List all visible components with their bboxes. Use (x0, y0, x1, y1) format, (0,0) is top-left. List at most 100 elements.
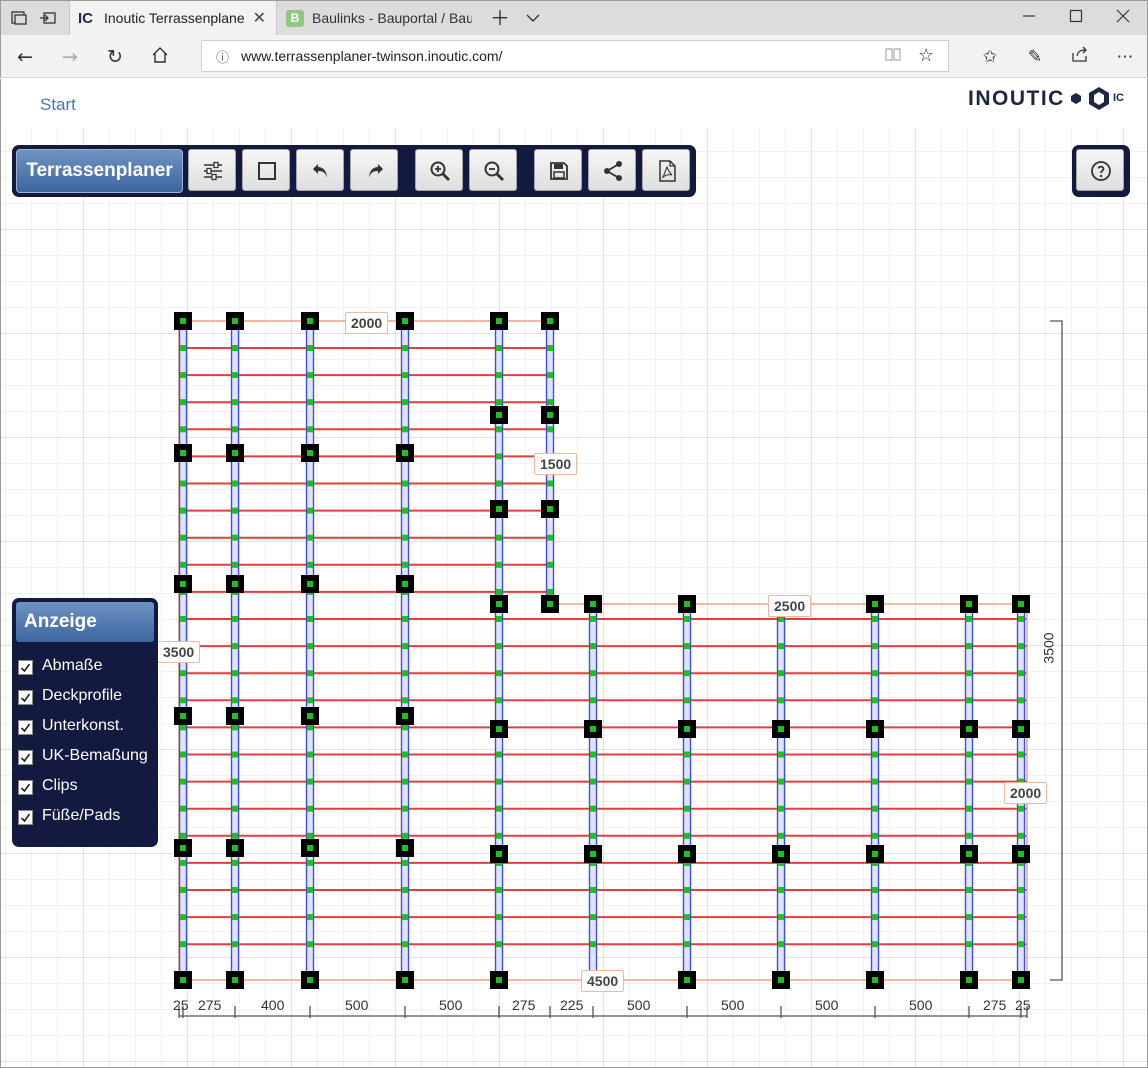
settings-sliders-icon (204, 161, 222, 181)
pdf-export-button[interactable] (642, 149, 690, 191)
spacing-label: 25 (173, 997, 189, 1013)
address-field[interactable]: ⓘ www.terrassenplaner-twinson.inoutic.co… (201, 40, 949, 72)
address-toolbar: ← → ↻ ⓘ www.terrassenplaner-twinson.inou… (0, 35, 1148, 78)
checkmark-icon (20, 753, 31, 763)
checkbox-deckprofile[interactable] (18, 690, 33, 705)
checkmark-icon (20, 693, 31, 703)
url-text[interactable]: www.terrassenplaner-twinson.inoutic.com/ (241, 48, 503, 64)
option-label: Clips (42, 777, 78, 794)
spacing-label: 500 (721, 997, 745, 1013)
plus-icon[interactable]: ＋ (490, 6, 510, 30)
option-clips[interactable]: Clips (16, 776, 158, 798)
tab-inoutic-terrassenplaner[interactable]: IC Inoutic Terrassenplaner ✕ (69, 1, 277, 36)
option-label: UK-Bemaßung (42, 747, 148, 764)
dim-label-right-height[interactable]: 2000 (1004, 782, 1048, 804)
browser-tab-bar: IC Inoutic Terrassenplaner ✕ B Baulinks … (0, 0, 1148, 36)
option-uk-bemassung[interactable]: UK-Bemaßung (16, 746, 158, 768)
start-link[interactable]: Start (40, 95, 76, 114)
reading-view-icon[interactable] (885, 46, 901, 66)
chevron-down-icon[interactable] (524, 9, 542, 27)
spacing-label: 275 (983, 997, 1007, 1013)
anzeige-title: Anzeige (16, 602, 154, 642)
checkmark-icon (20, 813, 31, 823)
star-icon[interactable]: ☆ (918, 45, 935, 66)
dim-label-lower-width[interactable]: 2500 (768, 595, 812, 617)
undo-icon (313, 164, 327, 178)
back-arrow-icon[interactable]: ← (17, 46, 33, 68)
option-abmasse[interactable]: Abmaße (16, 656, 158, 678)
checkmark-icon (20, 663, 31, 673)
spacing-label: 25 (1015, 997, 1031, 1013)
pdf-icon (659, 160, 676, 182)
share-button[interactable] (588, 149, 636, 191)
spacing-label: 500 (815, 997, 839, 1013)
option-label: Füße/Pads (42, 807, 121, 824)
baulinks-favicon-icon: B (286, 10, 304, 27)
rectangle-icon (258, 162, 276, 180)
share-icon (604, 161, 622, 181)
dim-label-total-height: 3500 (1040, 632, 1057, 664)
dim-label-bottom-width[interactable]: 4500 (581, 970, 625, 992)
spacing-label: 275 (512, 997, 536, 1013)
planner-canvas[interactable] (1, 128, 1147, 1067)
dim-label-left-height[interactable]: 3500 (157, 641, 201, 663)
tab-baulinks[interactable]: B Baulinks - Bauportal / Baum (278, 1, 482, 36)
tab-preview-icon[interactable] (10, 9, 28, 27)
close-icon[interactable] (1112, 7, 1134, 29)
option-fuesse-pads[interactable]: Füße/Pads (16, 806, 158, 828)
pen-icon[interactable]: ✎ (1027, 47, 1043, 67)
option-unterkonst[interactable]: Unterkonst. (16, 716, 158, 738)
checkbox-unterkonst[interactable] (18, 720, 33, 735)
inoutic-logo: INOUTIC (968, 87, 1065, 110)
redo-button[interactable] (350, 149, 398, 191)
anzeige-panel: Anzeige Abmaße Deckprofile Unterkonst. U… (12, 598, 158, 847)
info-icon[interactable]: ⓘ (216, 51, 230, 66)
inoutic-logo-badge: IC (1113, 92, 1124, 104)
help-icon (1091, 161, 1111, 181)
maximize-icon[interactable] (1065, 7, 1087, 29)
help-panel (1072, 145, 1130, 197)
checkbox-abmasse[interactable] (18, 660, 33, 675)
spacing-label: 500 (909, 997, 933, 1013)
tab-title: Inoutic Terrassenplaner (104, 10, 244, 26)
spacing-label: 500 (627, 997, 651, 1013)
option-label: Unterkonst. (42, 717, 124, 734)
terrassenplaner-button[interactable]: Terrassenplaner (16, 149, 183, 193)
spacing-label: 400 (261, 997, 285, 1013)
save-button[interactable] (534, 149, 582, 191)
share-icon[interactable] (1067, 45, 1093, 69)
checkbox-fuesse-pads[interactable] (18, 810, 33, 825)
spacing-label: 225 (560, 997, 584, 1013)
ellipsis-icon[interactable]: ⋯ (1116, 47, 1134, 67)
zoom-in-icon (430, 161, 450, 181)
refresh-icon[interactable]: ↻ (107, 46, 123, 68)
minimize-icon[interactable] (1018, 7, 1040, 29)
dim-label-top-width[interactable]: 2000 (345, 312, 389, 334)
spacing-label: 500 (439, 997, 463, 1013)
checkbox-clips[interactable] (18, 780, 33, 795)
undo-button[interactable] (296, 149, 344, 191)
checkbox-uk-bemassung[interactable] (18, 750, 33, 765)
page-content: Start INOUTIC IC (0, 79, 1148, 1068)
dim-label-notch-height[interactable]: 1500 (534, 453, 578, 475)
checkmark-icon (20, 723, 31, 733)
zoom-in-button[interactable] (415, 149, 463, 191)
option-deckprofile[interactable]: Deckprofile (16, 686, 158, 708)
option-label: Deckprofile (42, 687, 123, 704)
help-button[interactable] (1076, 149, 1124, 191)
zoom-out-button[interactable] (469, 149, 517, 191)
spacing-label: 500 (345, 997, 369, 1013)
option-label: Abmaße (42, 657, 103, 674)
zoom-out-icon (484, 161, 504, 181)
save-icon (550, 162, 568, 180)
favorites-list-icon[interactable]: ✩ (982, 47, 998, 67)
close-tab-icon[interactable]: ✕ (252, 8, 266, 27)
spacing-label: 275 (198, 997, 222, 1013)
set-aside-tabs-icon[interactable] (39, 9, 57, 27)
forward-arrow-icon[interactable]: → (62, 46, 78, 68)
settings-button[interactable] (188, 149, 236, 191)
rectangle-button[interactable] (242, 149, 290, 191)
checkmark-icon (20, 783, 31, 793)
inoutic-favicon-icon: IC (78, 10, 93, 27)
home-icon[interactable] (148, 45, 172, 69)
